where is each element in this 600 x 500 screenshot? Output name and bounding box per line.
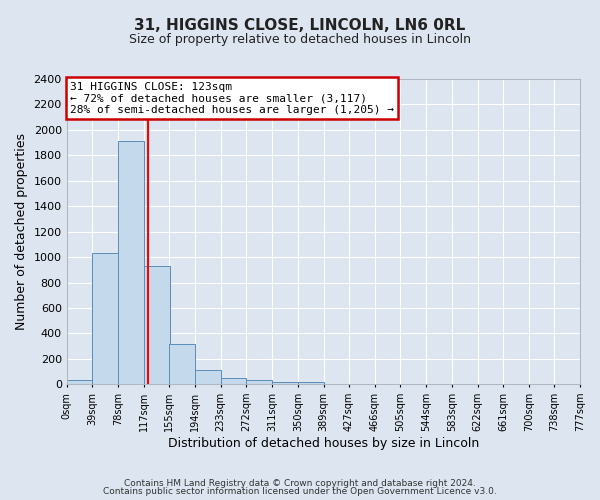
Text: Contains public sector information licensed under the Open Government Licence v3: Contains public sector information licen… (103, 487, 497, 496)
Bar (92, 254, 118, 384)
Y-axis label: Number of detached properties: Number of detached properties (15, 133, 28, 330)
Bar (272, 382, 298, 384)
Text: Contains HM Land Registry data © Crown copyright and database right 2024.: Contains HM Land Registry data © Crown c… (124, 478, 476, 488)
Bar (221, 378, 247, 384)
Bar (247, 380, 272, 384)
Bar (118, 142, 144, 384)
X-axis label: Distribution of detached houses by size in Lincoln: Distribution of detached houses by size … (168, 437, 479, 450)
Text: Size of property relative to detached houses in Lincoln: Size of property relative to detached ho… (129, 32, 471, 46)
Text: 31 HIGGINS CLOSE: 123sqm
← 72% of detached houses are smaller (3,117)
28% of sem: 31 HIGGINS CLOSE: 123sqm ← 72% of detach… (70, 82, 394, 114)
Bar (195, 370, 221, 384)
Bar (298, 382, 323, 384)
Bar (144, 266, 170, 384)
Bar (169, 344, 195, 384)
Bar (67, 380, 92, 384)
Text: 31, HIGGINS CLOSE, LINCOLN, LN6 0RL: 31, HIGGINS CLOSE, LINCOLN, LN6 0RL (134, 18, 466, 32)
